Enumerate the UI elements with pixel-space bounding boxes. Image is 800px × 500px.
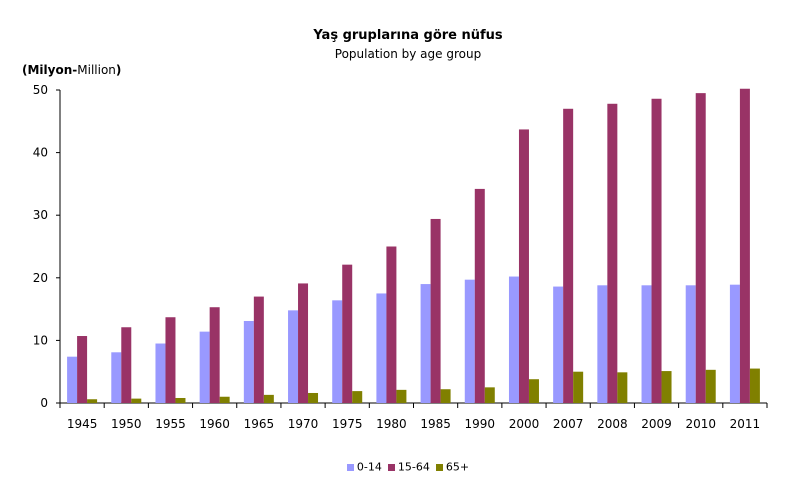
bar-15-64-2007 bbox=[563, 108, 574, 403]
legend-item: 65+ bbox=[435, 460, 470, 474]
legend-label: 0-14 bbox=[356, 460, 382, 474]
legend-item: 15-64 bbox=[387, 460, 430, 474]
bar-65plus-1975 bbox=[352, 391, 363, 403]
bar-15-64-1990 bbox=[474, 188, 485, 403]
legend-label: 65+ bbox=[445, 460, 470, 474]
y-axis-unit-label: (Milyon-Million) bbox=[22, 63, 121, 77]
bar-0-14-2010 bbox=[685, 285, 696, 403]
x-tick-label: 2000 bbox=[509, 417, 540, 431]
bar-0-14-1990 bbox=[464, 279, 475, 403]
bar-65plus-1985 bbox=[440, 389, 451, 403]
bar-65plus-1990 bbox=[484, 387, 495, 403]
bar-0-14-1945 bbox=[67, 356, 78, 403]
x-tick-label: 1985 bbox=[420, 417, 451, 431]
bar-65plus-2011 bbox=[749, 368, 760, 403]
x-tick-label: 1975 bbox=[332, 417, 363, 431]
bar-0-14-1985 bbox=[420, 284, 431, 403]
bar-15-64-2011 bbox=[739, 88, 750, 404]
bar-15-64-1945 bbox=[77, 336, 88, 403]
y-tick-label: 10 bbox=[33, 333, 48, 347]
bar-15-64-1970 bbox=[298, 283, 309, 403]
y-tick-label: 40 bbox=[33, 146, 48, 160]
chart-title: Yaş gruplarına göre nüfus bbox=[313, 28, 503, 43]
x-tick-label: 1945 bbox=[67, 417, 98, 431]
x-tick-label: 1950 bbox=[111, 417, 142, 431]
bar-65plus-1980 bbox=[396, 389, 407, 403]
bar-65plus-2007 bbox=[573, 371, 584, 403]
bar-65plus-1960 bbox=[219, 396, 230, 403]
bar-0-14-1950 bbox=[111, 352, 122, 403]
bar-15-64-1960 bbox=[209, 307, 220, 403]
legend-item: 0-14 bbox=[346, 460, 382, 474]
x-tick-label: 1990 bbox=[465, 417, 496, 431]
bar-15-64-1980 bbox=[386, 246, 397, 403]
unit-label-normal: Million bbox=[77, 63, 116, 77]
legend-swatch bbox=[435, 463, 443, 471]
bar-0-14-1955 bbox=[155, 343, 166, 403]
legend-swatch bbox=[387, 463, 395, 471]
bar-65plus-1970 bbox=[308, 392, 319, 403]
bar-15-64-2009 bbox=[651, 98, 662, 403]
bar-0-14-1970 bbox=[288, 310, 299, 403]
bar-15-64-1955 bbox=[165, 317, 176, 403]
bar-65plus-2010 bbox=[705, 369, 716, 403]
bar-0-14-2008 bbox=[597, 285, 608, 403]
bar-65plus-1945 bbox=[87, 399, 98, 403]
y-tick-label: 50 bbox=[33, 83, 48, 97]
bar-0-14-1965 bbox=[243, 320, 254, 403]
bar-65plus-2000 bbox=[528, 379, 539, 403]
bar-15-64-2010 bbox=[695, 93, 706, 403]
bar-15-64-1975 bbox=[342, 264, 353, 403]
bar-65plus-1950 bbox=[131, 398, 142, 403]
x-tick-label: 2009 bbox=[641, 417, 672, 431]
bar-15-64-1965 bbox=[253, 296, 264, 403]
x-tick-label: 2011 bbox=[730, 417, 761, 431]
x-tick-label: 1970 bbox=[288, 417, 319, 431]
y-tick-label: 30 bbox=[33, 208, 48, 222]
bar-15-64-1950 bbox=[121, 327, 132, 403]
legend-swatch bbox=[346, 463, 354, 471]
x-tick-label: 2007 bbox=[553, 417, 584, 431]
x-tick-label: 1980 bbox=[376, 417, 407, 431]
bar-65plus-2008 bbox=[617, 372, 628, 403]
bar-15-64-2000 bbox=[518, 129, 529, 404]
bar-65plus-1965 bbox=[263, 394, 274, 403]
bar-65plus-2009 bbox=[661, 371, 672, 403]
x-tick-label: 2008 bbox=[597, 417, 628, 431]
bar-0-14-2011 bbox=[729, 284, 740, 403]
x-tick-label: 1960 bbox=[199, 417, 230, 431]
legend-label: 15-64 bbox=[397, 460, 430, 474]
x-tick-label: 1955 bbox=[155, 417, 186, 431]
x-tick-label: 2010 bbox=[685, 417, 716, 431]
bar-0-14-2009 bbox=[641, 285, 652, 403]
chart-subtitle: Population by age group bbox=[334, 47, 482, 61]
y-tick-label: 0 bbox=[40, 396, 48, 410]
y-tick-label: 20 bbox=[33, 271, 48, 285]
bar-15-64-1985 bbox=[430, 218, 441, 403]
unit-label-bold-right: ) bbox=[115, 63, 122, 77]
bar-0-14-2000 bbox=[508, 276, 519, 403]
bar-0-14-2007 bbox=[553, 286, 564, 403]
unit-label-bold-left: (Milyon- bbox=[22, 63, 78, 77]
legend: 0-14 15-64 65+ bbox=[0, 460, 800, 474]
bar-0-14-1980 bbox=[376, 293, 387, 403]
bar-15-64-2008 bbox=[607, 103, 618, 403]
bar-0-14-1975 bbox=[332, 300, 343, 403]
x-tick-label: 1965 bbox=[244, 417, 275, 431]
bar-0-14-1960 bbox=[199, 331, 210, 403]
bar-65plus-1955 bbox=[175, 397, 186, 403]
